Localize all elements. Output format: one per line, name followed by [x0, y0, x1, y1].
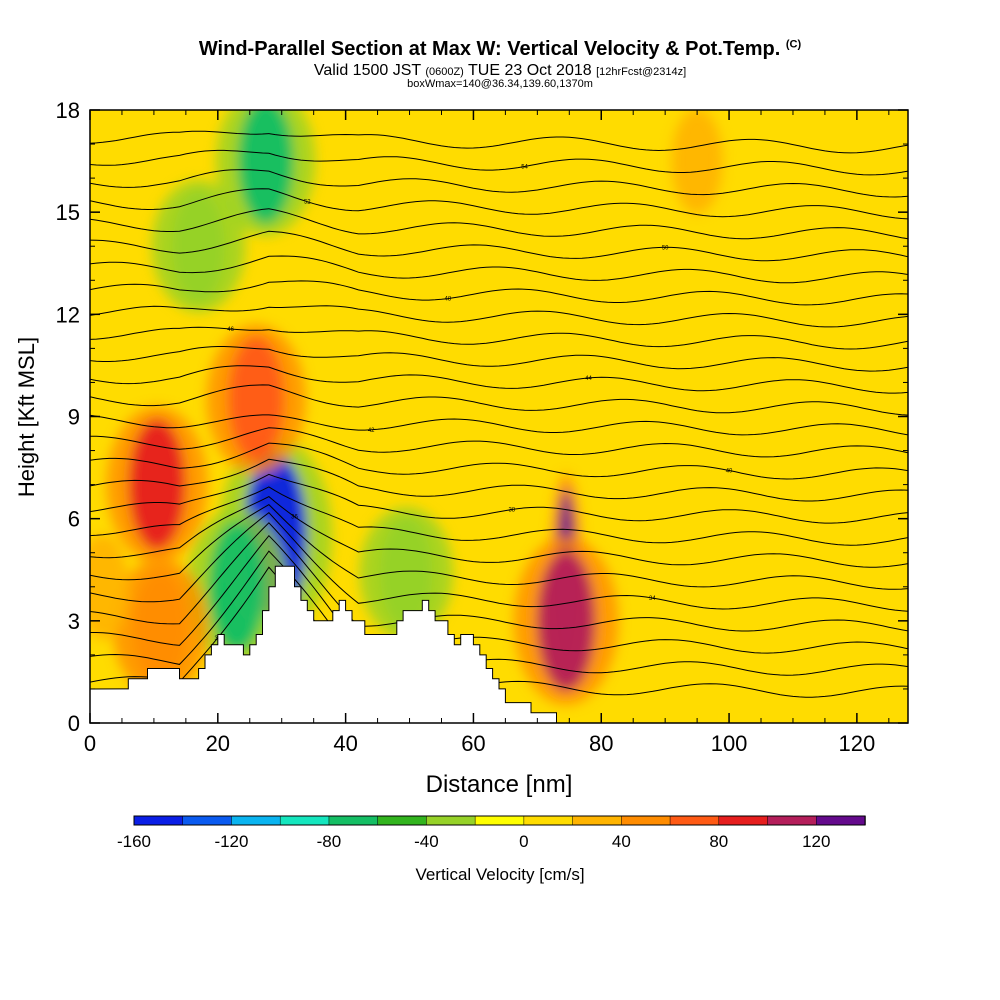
- theta-contour-line: [90, 473, 908, 524]
- theta-contour-line: [90, 305, 908, 328]
- y-axis-label: Height [Kft MSL]: [14, 337, 39, 497]
- colorbar-tick-label: 0: [519, 832, 528, 851]
- colorbar-tick-label: 40: [612, 832, 631, 851]
- theta-contour-line: [90, 534, 908, 654]
- x-tick-label: 40: [333, 731, 357, 756]
- theta-contour-label: 48: [445, 297, 452, 303]
- theta-contour-line: [90, 486, 908, 546]
- theta-contour-line: [90, 442, 908, 480]
- colorbar-tick-label: -80: [317, 832, 342, 851]
- colorbar-swatch: [523, 815, 574, 826]
- theta-contour-label: 44: [585, 376, 592, 382]
- colorbar-tick-label: -160: [117, 832, 151, 851]
- y-tick-label: 15: [56, 200, 80, 225]
- y-tick-label: 18: [56, 98, 80, 123]
- theta-contour-label: 54: [521, 164, 528, 170]
- terrain: [90, 565, 908, 723]
- velocity-cell: [208, 521, 265, 652]
- x-tick-label: 60: [461, 731, 485, 756]
- theta-contour-line: [90, 208, 908, 240]
- theta-contour-line: [90, 326, 908, 350]
- velocity-cell: [238, 110, 294, 224]
- y-tick-label: 6: [68, 507, 80, 532]
- velocity-cell: [133, 570, 187, 686]
- copyright-mark: (C): [785, 38, 802, 51]
- theta-contour-line: [90, 230, 908, 262]
- colorbar-swatch: [572, 815, 623, 826]
- colorbar-swatch: [767, 815, 818, 826]
- x-axis-label: Distance [nm]: [426, 771, 573, 798]
- plot-area: 30323436384042444648505254: [90, 110, 908, 723]
- colorbar-swatch: [718, 815, 769, 826]
- theta-contour-line: [90, 346, 908, 372]
- theta-contour-line: [90, 427, 908, 458]
- colorbar-frame: [133, 815, 866, 826]
- x-tick-label: 120: [839, 731, 876, 756]
- theta-contour-line: [90, 384, 908, 416]
- theta-contour-line: [90, 255, 908, 284]
- colorbar-swatch: [279, 815, 330, 826]
- colorbar-swatch: [816, 815, 866, 826]
- velocity-cell: [172, 191, 225, 302]
- velocity-cell: [671, 110, 723, 214]
- colorbar-tick-label: -40: [414, 832, 439, 851]
- theta-contours: [90, 130, 908, 698]
- theta-contour-line: [90, 365, 908, 394]
- y-tick-label: 12: [56, 302, 80, 327]
- colorbar-swatch: [474, 815, 525, 826]
- theta-contour-line: [90, 503, 908, 590]
- y-tick-label: 9: [68, 405, 80, 430]
- colorbar-tick-label: -120: [214, 832, 248, 851]
- x-tick-label: 0: [84, 731, 96, 756]
- x-tick-label: 80: [589, 731, 613, 756]
- theta-contour-label: 42: [368, 428, 375, 434]
- x-tick-label: 20: [206, 731, 230, 756]
- chart-subtitle-valid: Valid 1500 JST (0600Z) TUE 23 Oct 2018 […: [313, 62, 687, 79]
- colorbar-swatch: [669, 815, 720, 826]
- colorbar-tick-label: 80: [709, 832, 728, 851]
- colorbar-swatch: [377, 815, 428, 826]
- x-tick-label: 100: [711, 731, 748, 756]
- theta-contour-line: [90, 149, 908, 176]
- theta-contour-line: [90, 414, 908, 436]
- theta-contour-line: [90, 169, 908, 198]
- theta-contour-line: [90, 550, 908, 676]
- theta-contour-label: 36: [291, 515, 298, 521]
- colorbar-swatch: [621, 815, 671, 826]
- colorbar-tick-label: 120: [802, 832, 830, 851]
- theta-contour-line: [90, 458, 908, 502]
- theta-contour-line: [90, 280, 908, 306]
- colorbar-swatch: [426, 815, 476, 826]
- theta-contour-label: 52: [304, 200, 311, 206]
- colorbar-swatch: [133, 815, 184, 826]
- theta-contour-line: [90, 512, 908, 612]
- y-tick-label: 0: [68, 711, 80, 736]
- theta-contour-line: [90, 188, 908, 220]
- colorbar: -160 -120 -80 -40 0 40 80 120: [117, 815, 866, 851]
- chart-title: Wind-Parallel Section at Max W: Vertical…: [198, 38, 802, 60]
- theta-contour-label: 46: [227, 327, 234, 333]
- velocity-cell: [129, 419, 186, 550]
- theta-contour-label: 34: [649, 596, 656, 602]
- velocity-cell: [537, 550, 596, 691]
- colorbar-label: Vertical Velocity [cm/s]: [415, 865, 584, 884]
- velocity-cell: [90, 534, 129, 640]
- colorbar-swatch: [231, 815, 281, 826]
- theta-contour-label: 50: [662, 245, 669, 251]
- theta-contour-line: [90, 130, 908, 154]
- theta-contour-line: [90, 496, 908, 568]
- velocity-cell: [228, 336, 284, 462]
- chart-subtitle-box: boxWmax=140@36.34,139.60,1370m: [407, 78, 593, 90]
- y-tick-label: 3: [68, 609, 80, 634]
- velocity-cell: [380, 518, 433, 629]
- colorbar-swatch: [182, 815, 233, 826]
- theta-contour-label: 38: [508, 508, 515, 514]
- theta-contour-line: [90, 522, 908, 632]
- colorbar-swatch: [328, 815, 379, 826]
- theta-contour-label: 40: [726, 468, 733, 474]
